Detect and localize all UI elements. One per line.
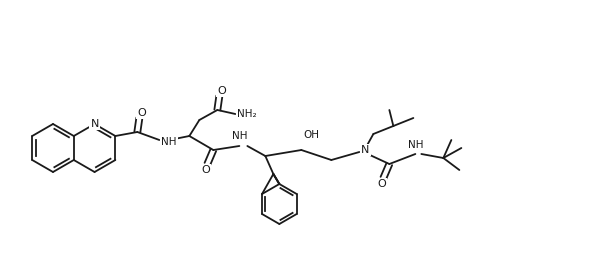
Text: O: O [217, 86, 226, 96]
Text: N: N [91, 119, 99, 129]
Text: N: N [361, 145, 370, 155]
Text: NH₂: NH₂ [237, 109, 257, 119]
Text: NH: NH [232, 131, 247, 141]
Text: NH: NH [408, 140, 423, 150]
Text: O: O [377, 179, 386, 189]
Text: NH: NH [162, 137, 177, 147]
Text: O: O [201, 165, 210, 175]
Text: O: O [137, 108, 146, 118]
Text: OH: OH [303, 130, 319, 140]
